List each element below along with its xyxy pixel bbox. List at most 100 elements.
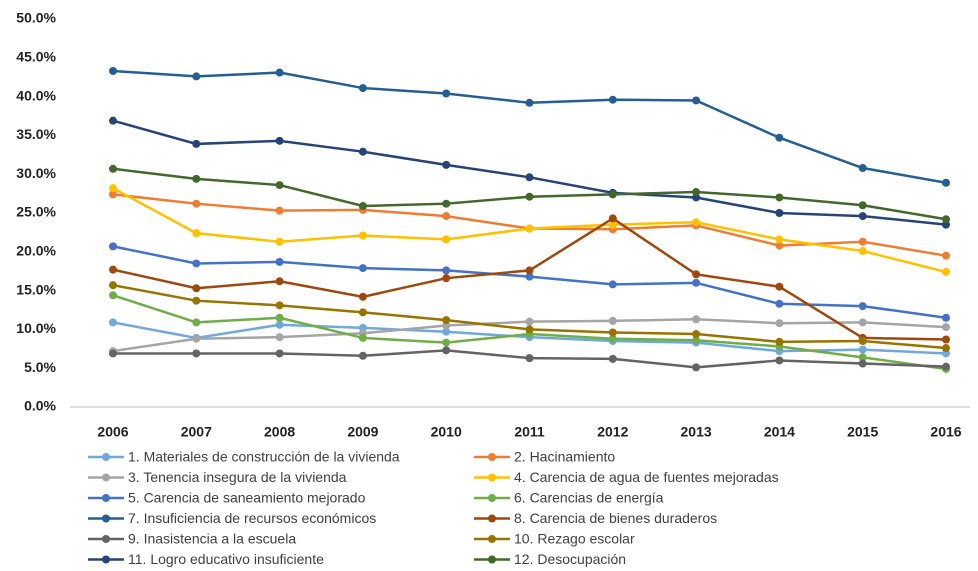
point (692, 218, 701, 227)
legend-label: 9. Inasistencia a la escuela (128, 531, 296, 547)
point (858, 345, 867, 354)
point (192, 72, 201, 81)
x-tick-label: 2016 (930, 424, 961, 440)
point (858, 318, 867, 327)
legend-label: 8. Carencia de bienes duraderos (514, 510, 717, 526)
point (442, 235, 451, 244)
point (525, 272, 534, 281)
x-tick-label: 2013 (681, 424, 712, 440)
y-tick-label: 15.0% (16, 281, 56, 297)
point (858, 201, 867, 210)
y-tick-label: 30.0% (16, 165, 56, 181)
point (858, 302, 867, 311)
point (192, 139, 201, 148)
legend-marker (102, 535, 110, 543)
point (608, 220, 617, 229)
point (608, 328, 617, 337)
point (275, 320, 284, 329)
point (525, 317, 534, 326)
y-tick-label: 10.0% (16, 320, 56, 336)
point (775, 337, 784, 346)
point (608, 95, 617, 104)
point (942, 362, 950, 371)
point (275, 301, 284, 310)
point (692, 315, 701, 324)
point (109, 184, 117, 193)
x-tick-label: 2006 (97, 424, 128, 440)
point (858, 353, 867, 362)
x-tick-label: 2009 (347, 424, 378, 440)
point (692, 96, 701, 105)
x-tick-label: 2007 (181, 424, 212, 440)
point (358, 147, 367, 156)
series-line (112, 119, 947, 226)
point (109, 265, 117, 274)
point (692, 363, 701, 372)
y-tick-label: 0.0% (24, 398, 56, 414)
point (442, 316, 451, 325)
point (858, 212, 867, 221)
point (775, 209, 784, 217)
point (608, 316, 617, 325)
legend-label: 4. Carencia de agua de fuentes mejoradas (514, 469, 779, 485)
point (275, 313, 284, 322)
point (775, 299, 784, 308)
legend-marker (488, 453, 496, 461)
y-tick-label: 25.0% (16, 204, 56, 220)
point (942, 344, 950, 353)
y-tick-label: 20.0% (16, 243, 56, 259)
point (358, 351, 367, 360)
legend-label: 5. Carencia de saneamiento mejorado (128, 490, 366, 506)
legend-marker (488, 535, 496, 543)
point (442, 212, 451, 221)
point (109, 116, 117, 125)
point (192, 296, 201, 305)
point (775, 133, 784, 142)
point (109, 318, 117, 327)
legend-marker (488, 473, 496, 482)
y-tick-label: 5.0% (24, 359, 56, 375)
point (275, 237, 284, 246)
point (358, 231, 367, 240)
point (192, 229, 201, 238)
point (442, 346, 451, 355)
point (442, 89, 451, 98)
point (109, 281, 117, 290)
y-tick-label: 35.0% (16, 126, 56, 142)
point (109, 349, 117, 358)
point (858, 247, 867, 256)
point (525, 224, 534, 233)
point (275, 277, 284, 286)
point (109, 164, 117, 173)
series-line (112, 69, 947, 184)
point (608, 190, 617, 199)
point (275, 181, 284, 190)
point (942, 313, 950, 322)
point (775, 282, 784, 291)
legend-marker (102, 494, 110, 502)
point (109, 66, 117, 75)
y-tick-label: 45.0% (16, 49, 56, 65)
point (608, 334, 617, 343)
y-tick-label: 50.0% (16, 10, 56, 26)
point (692, 330, 701, 339)
point (525, 192, 534, 201)
point (275, 257, 284, 266)
point (942, 178, 950, 187)
point (775, 319, 784, 328)
legend-marker (488, 494, 496, 502)
legend-marker (102, 473, 110, 482)
legend-label: 2. Hacinamiento (514, 449, 615, 465)
point (109, 242, 117, 251)
point (442, 338, 451, 347)
x-tick-label: 2010 (431, 424, 462, 440)
legend-label: 10. Rezago escolar (514, 531, 635, 547)
x-tick-label: 2014 (764, 424, 795, 440)
point (525, 173, 534, 182)
legend-marker (102, 555, 110, 564)
point (109, 190, 117, 199)
point (358, 333, 367, 342)
point (692, 270, 701, 279)
point (358, 202, 367, 211)
point (775, 235, 784, 244)
